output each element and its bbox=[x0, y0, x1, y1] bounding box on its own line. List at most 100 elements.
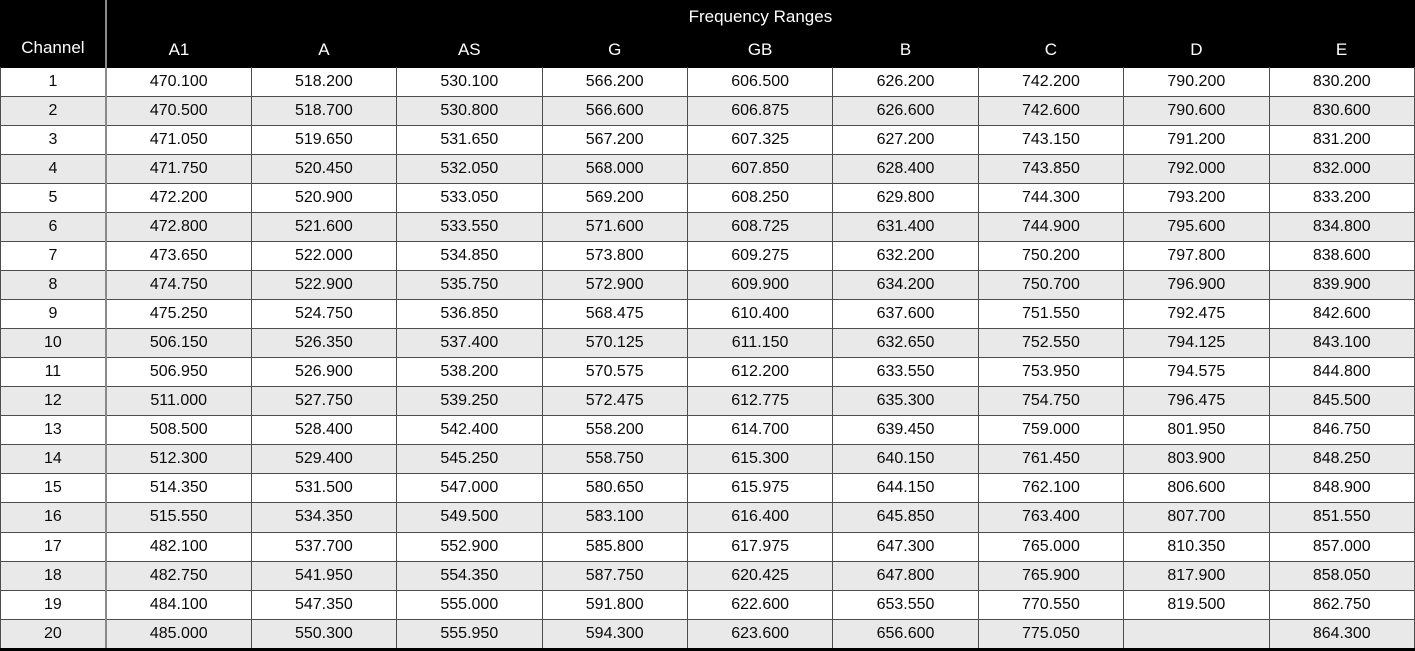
table-cell: 512.300 bbox=[105, 444, 252, 475]
table-cell: 526.900 bbox=[250, 357, 398, 388]
channel-cell: 6 bbox=[0, 211, 107, 242]
column-header-G: G bbox=[542, 33, 688, 67]
table-row: 14 512.300 529.400 545.250 558.750 615.300 640… bbox=[0, 444, 1415, 475]
table-cell: 791.200 bbox=[1123, 124, 1270, 155]
table-cell: 471.050 bbox=[105, 124, 252, 155]
table-cell: 552.900 bbox=[396, 531, 543, 562]
table-cell: 532.050 bbox=[396, 153, 543, 184]
table-cell: 819.500 bbox=[1123, 589, 1270, 620]
column-header-GB: GB bbox=[687, 33, 833, 67]
table-cell: 632.200 bbox=[832, 240, 979, 271]
table-cell: 848.250 bbox=[1268, 444, 1415, 475]
table-cell: 470.100 bbox=[105, 66, 252, 97]
table-cell: 606.875 bbox=[686, 95, 834, 126]
table-cell: 792.475 bbox=[1123, 298, 1270, 330]
table-cell: 570.125 bbox=[541, 328, 688, 359]
table-cell: 626.600 bbox=[832, 95, 979, 126]
table-cell: 790.200 bbox=[1123, 66, 1270, 97]
table-cell: 817.900 bbox=[1123, 560, 1270, 591]
table-cell: 530.100 bbox=[396, 66, 543, 97]
table-cell: 508.500 bbox=[105, 415, 252, 446]
table-cell: 842.600 bbox=[1268, 298, 1415, 330]
channel-cell: 7 bbox=[0, 240, 107, 271]
table-row: 17 482.100 537.700 552.900 585.800 617.975 647… bbox=[0, 531, 1415, 562]
table-cell: 522.900 bbox=[250, 269, 398, 301]
table-cell: 765.900 bbox=[977, 560, 1125, 591]
table-cell: 838.600 bbox=[1268, 240, 1415, 271]
table-cell: 626.200 bbox=[832, 66, 979, 97]
table-row: 18 482.750 541.950 554.350 587.750 620.425 647… bbox=[0, 560, 1415, 591]
table-cell: 558.200 bbox=[541, 415, 688, 446]
table-cell: 567.200 bbox=[541, 124, 688, 155]
table-cell: 743.150 bbox=[977, 124, 1125, 155]
table-cell: 568.000 bbox=[541, 153, 688, 184]
table-cell: 611.150 bbox=[686, 328, 834, 359]
table-cell: 846.750 bbox=[1268, 415, 1415, 446]
table-cell: 587.750 bbox=[541, 560, 688, 591]
table-cell: 554.350 bbox=[396, 560, 543, 591]
table-cell: 606.500 bbox=[686, 66, 834, 97]
table-row: 13 508.500 528.400 542.400 558.200 614.700 639… bbox=[0, 415, 1415, 446]
table-cell: 810.350 bbox=[1123, 531, 1270, 562]
table-cell: 754.750 bbox=[977, 386, 1125, 417]
table-cell: 612.775 bbox=[686, 386, 834, 417]
table-cell: 647.800 bbox=[832, 560, 979, 591]
table-cell: 647.300 bbox=[832, 531, 979, 562]
table-cell: 609.275 bbox=[686, 240, 834, 271]
table-cell: 526.350 bbox=[250, 328, 398, 359]
table-cell: 614.700 bbox=[686, 415, 834, 446]
table-cell: 628.400 bbox=[832, 153, 979, 184]
table-cell: 482.750 bbox=[105, 560, 252, 591]
table-cell: 640.150 bbox=[832, 444, 979, 475]
table-cell: 547.350 bbox=[250, 589, 398, 620]
table-cell: 515.550 bbox=[105, 502, 252, 533]
table-cell: 583.100 bbox=[541, 502, 688, 533]
table-row: 12 511.000 527.750 539.250 572.475 612.775 635… bbox=[0, 386, 1415, 417]
table-cell: 542.400 bbox=[396, 415, 543, 446]
table-cell: 535.750 bbox=[396, 269, 543, 301]
table-cell: 550.300 bbox=[250, 618, 398, 651]
table-cell: 527.750 bbox=[250, 386, 398, 417]
table-cell: 770.550 bbox=[977, 589, 1125, 620]
table-cell: 629.800 bbox=[832, 182, 979, 213]
table-cell: 656.600 bbox=[832, 618, 979, 651]
table-cell: 484.100 bbox=[105, 589, 252, 620]
channel-cell: 3 bbox=[0, 124, 107, 155]
table-cell: 541.950 bbox=[250, 560, 398, 591]
column-header-A1: A1 bbox=[105, 33, 252, 67]
channel-cell: 11 bbox=[0, 357, 107, 388]
table-cell: 534.350 bbox=[250, 502, 398, 533]
group-header-row: Channel Frequency Ranges bbox=[0, 0, 1415, 67]
column-header-D: D bbox=[1123, 33, 1270, 67]
table-cell: 522.000 bbox=[250, 240, 398, 271]
table-cell: 765.000 bbox=[977, 531, 1125, 562]
table-cell: 472.200 bbox=[105, 182, 252, 213]
table-cell: 807.700 bbox=[1123, 502, 1270, 533]
table-cell: 751.550 bbox=[977, 298, 1125, 330]
table-cell: 743.850 bbox=[977, 153, 1125, 184]
table-cell: 610.400 bbox=[686, 298, 834, 330]
channel-cell: 14 bbox=[0, 444, 107, 475]
table-cell: 533.050 bbox=[396, 182, 543, 213]
table-cell: 533.550 bbox=[396, 211, 543, 242]
table-cell: 644.150 bbox=[832, 473, 979, 504]
table-cell: 858.050 bbox=[1268, 560, 1415, 591]
channel-column-header: Channel bbox=[0, 0, 107, 67]
table-row: 11 506.950 526.900 538.200 570.575 612.200 633… bbox=[0, 357, 1415, 388]
channel-cell: 17 bbox=[0, 531, 107, 562]
table-row: 1 470.100 518.200 530.100 566.200 606.500 626.… bbox=[0, 66, 1415, 97]
table-cell: 645.850 bbox=[832, 502, 979, 533]
table-cell: 518.200 bbox=[250, 66, 398, 97]
table-cell: 759.000 bbox=[977, 415, 1125, 446]
table-cell: 843.100 bbox=[1268, 328, 1415, 359]
table-cell: 536.850 bbox=[396, 298, 543, 330]
column-header-AS: AS bbox=[396, 33, 542, 67]
table-cell: 569.200 bbox=[541, 182, 688, 213]
table-row: 2 470.500 518.700 530.800 566.600 606.875 626.… bbox=[0, 95, 1415, 126]
table-cell: 549.500 bbox=[396, 502, 543, 533]
table-header: Channel Frequency Ranges A1 A AS G GB B C D E bbox=[0, 0, 1415, 67]
column-header-A: A bbox=[251, 33, 397, 67]
table-cell: 864.300 bbox=[1268, 618, 1415, 651]
table-cell: 609.900 bbox=[686, 269, 834, 301]
